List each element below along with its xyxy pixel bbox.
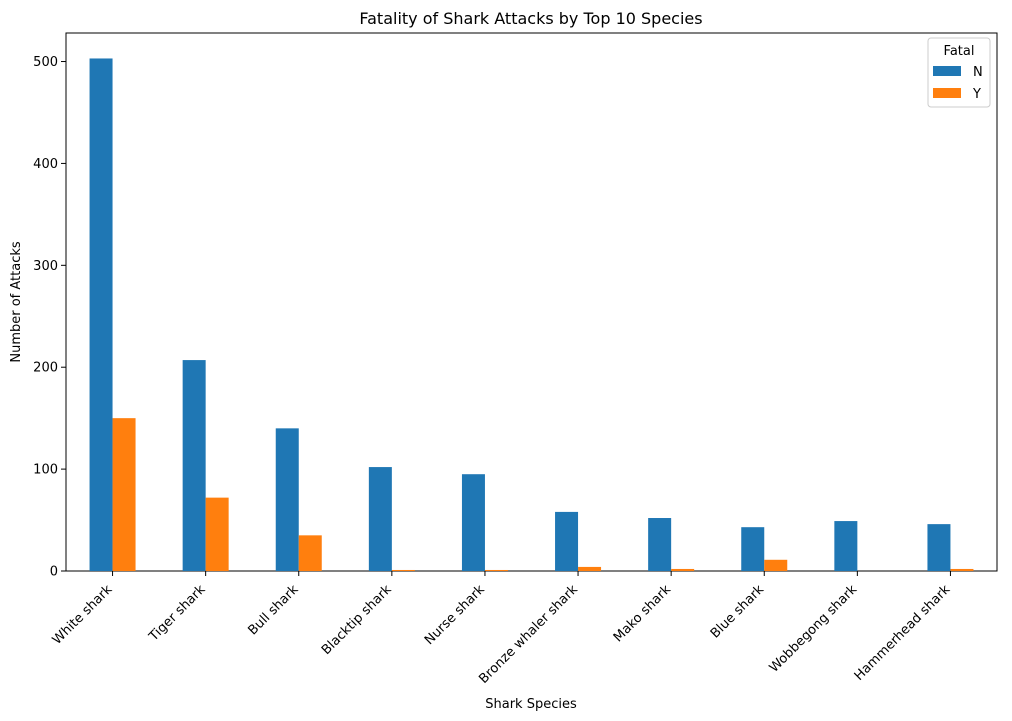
bar-y — [671, 568, 695, 571]
x-tick-label: Bronze whaler shark — [476, 582, 581, 687]
x-tick-label: Bull shark — [245, 582, 301, 638]
x-tick-label: Blacktip shark — [319, 582, 395, 658]
legend-swatch-n — [933, 66, 961, 76]
x-axis: White shark Tiger shark Bull shark Blacktip… — [50, 571, 954, 687]
bar-n — [461, 474, 485, 571]
legend-swatch-y — [933, 88, 961, 98]
y-axis: 0 100 200 300 400 500 — [33, 55, 66, 580]
bar-y — [298, 535, 322, 571]
x-axis-title: Shark Species — [485, 697, 577, 712]
bar-n — [89, 58, 113, 571]
y-tick-label: 0 — [50, 565, 58, 580]
bar-y — [578, 566, 602, 571]
bar-y — [391, 569, 415, 571]
bar-n — [741, 527, 765, 571]
bar-y — [205, 497, 229, 571]
y-tick-label: 400 — [33, 157, 58, 172]
y-tick-label: 200 — [33, 361, 58, 376]
bar-y — [764, 559, 788, 571]
y-tick-label: 300 — [33, 259, 58, 274]
legend-label-n: N — [973, 65, 983, 80]
bar-n — [927, 524, 951, 571]
bar-y — [950, 568, 974, 571]
plot-border — [65, 32, 998, 572]
bar-n — [368, 467, 392, 571]
legend-label-y: Y — [972, 87, 981, 102]
y-tick-label: 500 — [33, 55, 58, 70]
plot-frame — [65, 32, 998, 572]
x-tick-label: Tiger shark — [146, 582, 209, 645]
bars-group — [89, 58, 974, 571]
legend-title: Fatal — [944, 44, 975, 59]
y-axis-title: Number of Attacks — [9, 241, 24, 363]
bar-y — [112, 418, 136, 571]
bar-n — [648, 518, 672, 571]
chart-title: Fatality of Shark Attacks by Top 10 Spec… — [359, 9, 702, 28]
x-tick-label: Hammerhead shark — [852, 582, 954, 684]
bar-n — [275, 428, 299, 571]
bar-n — [555, 511, 579, 571]
x-tick-label: Nurse shark — [422, 582, 488, 648]
bar-n — [182, 360, 206, 571]
legend: Fatal N Y — [927, 37, 991, 108]
y-tick-label: 100 — [33, 463, 58, 478]
x-tick-label: White shark — [50, 582, 116, 648]
bar-y — [484, 569, 508, 571]
x-tick-label: Mako shark — [611, 582, 674, 645]
x-tick-label: Wobbegong shark — [767, 582, 861, 676]
x-tick-label: Blue shark — [708, 582, 768, 642]
bar-n — [834, 521, 858, 571]
